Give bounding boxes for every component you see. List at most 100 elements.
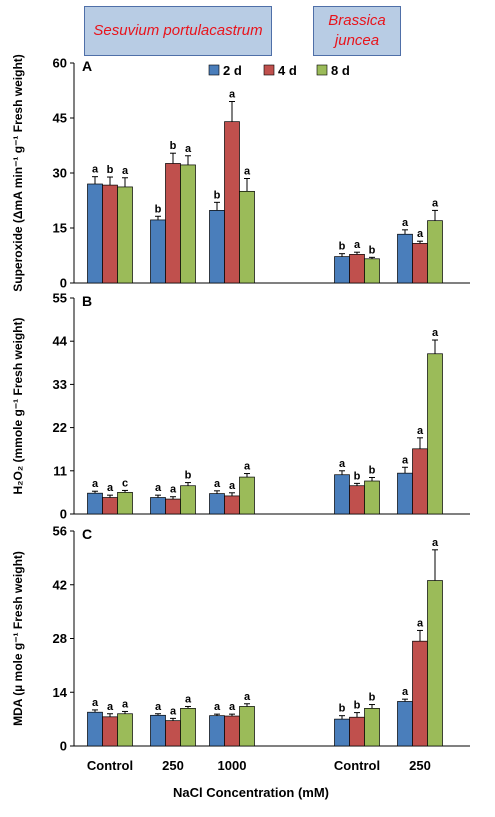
significance-letter: a [244,691,251,703]
significance-letter: a [402,686,409,698]
bar-8d-1 [180,485,196,515]
significance-letter: a [417,617,424,629]
bar-2d-3 [334,474,350,515]
bar-8d-4 [427,580,443,747]
species-label-brassica: Brassica juncea [313,6,401,56]
y-tick-label: 0 [60,507,67,522]
x-tick-label: 1000 [218,758,247,773]
y-axis-title: H₂O₂ (mmole g⁻¹ Fresh weight) [11,317,25,494]
significance-letter: a [229,701,236,713]
y-axis-title: MDA (µ mole g⁻¹ Fresh weight) [11,551,25,726]
bar-8d-4 [427,220,443,284]
significance-letter: b [369,244,376,256]
y-tick-label: 33 [53,377,67,392]
bar-2d-4 [397,472,413,515]
y-tick-label: 56 [53,524,67,539]
bar-8d-0 [117,186,133,284]
bar-8d-3 [364,258,380,284]
bar-8d-4 [427,353,443,515]
significance-letter: b [354,700,361,712]
y-tick-label: 0 [60,739,67,754]
panel-B: 0 11 22 33 44 55 B H₂O₂ (mmole g⁻¹ Fresh weight… [11,291,470,522]
y-tick-label: 45 [53,111,67,126]
bar-4d-4 [412,448,428,515]
legend-label: 8 d [331,63,350,78]
significance-letter: a [122,698,129,710]
bar-2d-0 [87,492,103,515]
x-tick-label: Control [87,758,133,773]
significance-letter: a [229,89,236,101]
significance-letter: a [185,143,192,155]
y-axis-title: Superoxide (ΔmA min⁻¹ g⁻¹ Fresh weight) [11,54,25,292]
legend-swatch [316,64,328,76]
panel-A: 0 15 30 45 60 A Superoxide (ΔmA min⁻¹ g⁻¹ Fres… [11,54,470,292]
bar-4d-3 [349,485,365,515]
bar-4d-1 [165,163,181,284]
x-category-labels: Control 250 1000 Control 250 [87,758,431,773]
bar-4d-0 [102,497,118,515]
significance-letter: a [214,478,221,490]
bar-4d-2 [224,121,240,284]
bar-8d-0 [117,713,133,747]
panel-letter: C [82,526,92,542]
bar-8d-1 [180,164,196,284]
significance-letter: a [107,701,114,713]
bar-2d-1 [150,497,166,515]
bar-8d-0 [117,492,133,515]
significance-letter: a [92,164,99,176]
significance-letter: b [155,203,162,215]
significance-letter: a [170,705,177,717]
significance-letter: a [214,701,221,713]
bar-4d-0 [102,184,118,284]
bar-8d-3 [364,708,380,747]
significance-letter: b [214,189,221,201]
bar-4d-2 [224,495,240,515]
y-tick-label: 28 [53,631,67,646]
y-tick-label: 15 [53,221,67,236]
bar-2d-1 [150,714,166,747]
bar-4d-3 [349,716,365,747]
significance-letter: a [432,197,439,209]
significance-letter: b [170,140,177,152]
panels: 0 15 30 45 60 A Superoxide (ΔmA min⁻¹ g⁻¹ Fres… [11,54,470,754]
bar-2d-3 [334,256,350,284]
bar-8d-1 [180,708,196,747]
bar-8d-3 [364,480,380,515]
significance-letter: a [432,327,439,339]
significance-letter: b [369,692,376,704]
significance-letter: c [122,477,128,489]
bar-4d-0 [102,716,118,747]
bar-2d-2 [209,715,225,747]
legend-label: 4 d [278,63,297,78]
panel-C: 0 14 28 42 56 C MDA (µ mole g⁻¹ Fresh weight) a… [11,524,470,754]
legend-swatch [263,64,275,76]
significance-letter: a [155,482,162,494]
significance-letter: a [339,458,346,470]
significance-letter: a [417,425,424,437]
panel-letter: A [82,58,92,74]
significance-letter: a [244,166,251,178]
significance-letter: a [185,693,192,705]
bar-4d-1 [165,720,181,747]
significance-letter: a [122,165,129,177]
significance-letter: a [92,697,99,709]
panel-letter: B [82,293,92,309]
significance-letter: a [107,482,114,494]
bar-8d-2 [239,476,255,515]
significance-letter: a [354,239,361,251]
significance-letter: b [107,164,114,176]
y-tick-label: 60 [53,56,67,71]
legend: 2 d 4 d 8 d [208,63,350,78]
bar-2d-4 [397,233,413,284]
y-tick-label: 22 [53,420,67,435]
bar-4d-4 [412,243,428,284]
y-tick-label: 0 [60,276,67,291]
bar-8d-2 [239,706,255,747]
y-tick-label: 42 [53,577,67,592]
bar-2d-4 [397,701,413,747]
bar-2d-2 [209,210,225,284]
significance-letter: b [185,470,192,482]
bar-2d-0 [87,711,103,747]
significance-letter: a [417,228,424,240]
significance-letter: a [244,461,251,473]
